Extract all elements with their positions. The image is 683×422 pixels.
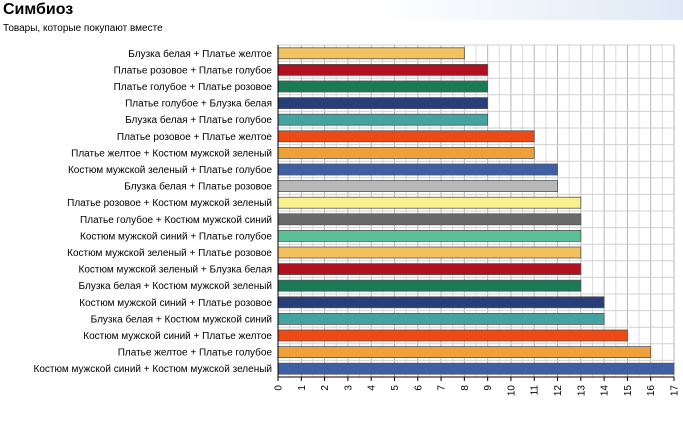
x-tick-label: 15 [623,385,634,397]
category-label: Платье желтое + Костюм мужской зеленый [71,148,272,159]
x-tick-label: 17 [670,385,681,397]
x-tick-label: 16 [646,385,657,397]
bar [277,80,489,93]
x-tick-label: 1 [297,385,308,391]
category-label: Платье розовое + Костюм мужской зеленый [67,198,272,209]
category-label: Платье желтое + Платье голубое [118,347,273,359]
bar [277,163,558,176]
category-label: Костюм мужской зеленый + Платье голубое [68,164,273,176]
category-label: Платье розовое + Платье желтое [117,132,273,143]
bar [277,47,465,60]
x-tick-label: 9 [483,385,494,391]
category-label: Платье голубое + Блузка белая [125,98,272,110]
bar [277,113,489,126]
x-tick-label: 0 [274,385,285,391]
category-label: Блузка белая + Костюм мужской синий [91,313,272,325]
bar [277,279,582,292]
chart-subtitle: Товары, которые покупают вместе [3,23,163,34]
category-label: Костюм мужской синий + Платье розовое [79,298,272,309]
bar [277,146,535,159]
x-tick-label: 12 [553,385,564,397]
x-tick-label: 11 [530,385,541,396]
x-tick-label: 13 [576,385,587,397]
category-label: Платье голубое + Платье розовое [114,81,273,93]
bar [277,263,582,276]
bar [277,130,535,143]
bar [277,362,675,375]
bar [277,180,558,193]
bar [277,346,652,359]
x-tick-label: 14 [600,385,611,397]
category-label: Костюм мужской зеленый + Блузка белая [79,264,272,276]
bar [277,329,628,342]
category-label: Костюм мужской синий + Костюм мужской зе… [34,364,273,375]
chart-header [0,0,683,20]
bar [277,312,605,325]
category-label: Блузка белая + Платье голубое [125,114,272,126]
category-label: Платье розовое + Платье голубое [114,64,273,76]
x-tick-label: 3 [343,385,354,391]
category-label: Костюм мужской синий + Платье желтое [83,331,272,342]
chart-title: Симбиоз [3,1,74,18]
bar [277,246,582,259]
x-tick-label: 7 [437,385,448,391]
x-tick-label: 4 [367,385,378,391]
category-label: Блузка белая + Платье желтое [128,48,272,60]
x-tick-label: 5 [390,385,401,391]
bar [277,97,489,109]
category-label: Блузка белая + Костюм мужской зеленый [79,280,272,292]
x-tick-label: 8 [460,385,471,391]
category-label: Костюм мужской зеленый + Платье розовое [67,248,272,259]
bar [277,64,489,76]
x-tick-label: 10 [506,385,517,397]
bar [277,213,582,226]
bar [277,196,582,209]
bar [277,229,582,242]
x-tick-label: 2 [320,385,331,391]
category-label: Блузка белая + Платье розовое [124,181,272,193]
x-tick-label: 6 [413,385,424,391]
bar [277,296,605,309]
category-label: Костюм мужской синий + Платье голубое [80,230,272,242]
category-label: Платье голубое + Костюм мужской синий [80,214,272,226]
